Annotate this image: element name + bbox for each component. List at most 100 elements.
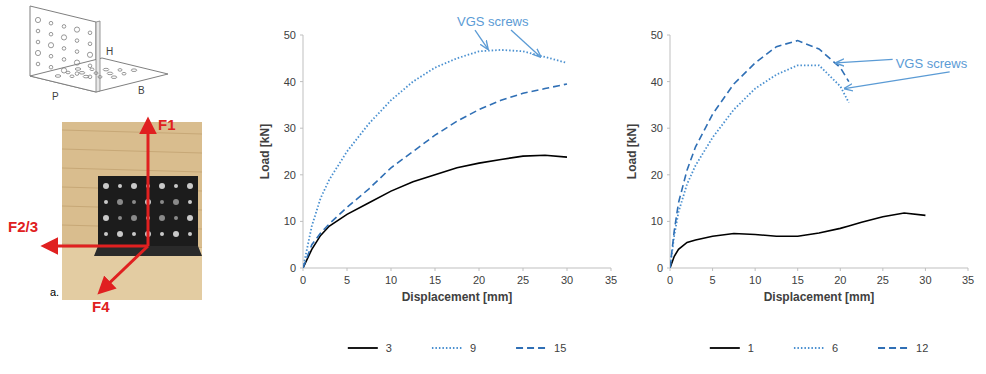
hole [62,25,66,29]
x-tick [755,268,756,271]
y-tick-label: 0 [657,262,663,274]
screw [160,200,164,204]
x-axis [303,268,611,269]
force-arrow [100,246,148,292]
screw [188,232,192,236]
x-tick [567,268,568,271]
hole [70,75,74,78]
y-tick [300,128,303,129]
x-tick [435,268,436,271]
hole [75,50,79,54]
series-line [670,41,849,268]
force-arrow [44,245,148,248]
series-line [303,84,567,268]
y-tick-label: 50 [651,29,663,41]
y-tick-label: 10 [284,215,296,227]
dimension-label: H [106,46,113,57]
chart: 0510152025303501020304050Displacement [m… [258,14,617,354]
legend-swatch [516,347,546,349]
legend-label: 15 [554,342,566,354]
hole [118,69,122,72]
chart: 0510152025303501020304050Displacement [m… [625,29,974,354]
hole [90,68,94,71]
legend-swatch [710,347,740,349]
legend-label: 9 [470,342,476,354]
x-tick-label: 5 [344,274,350,286]
force-arrow [147,120,150,246]
x-tick-label: 0 [300,274,306,286]
x-tick-label: 25 [517,274,529,286]
y-tick-label: 30 [651,122,663,134]
hole [103,68,109,71]
x-tick [391,268,392,271]
annotation: VGS screws [457,14,529,29]
y-tick [667,268,670,269]
screw [118,184,122,188]
x-tick [882,268,883,271]
y-tick [300,221,303,222]
wood [62,122,202,300]
x-tick [479,268,480,271]
y-axis-title: Load [kN] [258,124,272,179]
screw [103,183,109,189]
x-tick [611,268,612,271]
y-tick-label: 40 [284,76,296,88]
y-tick [300,174,303,175]
hole [55,75,61,78]
screw [117,199,123,205]
x-tick [968,268,969,271]
hole [75,72,79,76]
hole [122,72,126,75]
y-tick [667,35,670,36]
screw [174,184,178,188]
hole [49,32,53,36]
bracket-schematic: HPB [30,6,168,102]
annotation-arrow [836,59,893,63]
force-label: F1 [158,116,176,133]
y-tick-label: 40 [651,76,663,88]
annotation: VGS screws [896,56,968,71]
hole [75,68,81,71]
hole [94,72,98,75]
legend: 1612 [710,342,929,354]
hole [74,27,79,32]
screw [187,215,193,221]
x-axis-title: Displacement [mm] [402,290,513,304]
y-tick [300,35,303,36]
screw [160,232,164,236]
screw [104,232,108,236]
screw [132,232,136,236]
x-tick-label: 10 [749,274,761,286]
screw [104,200,108,204]
x-tick [925,268,926,271]
hole [62,47,66,51]
wood-grain [62,130,202,134]
y-tick [300,268,303,269]
x-tick-label: 5 [710,274,716,286]
annotation-arrow [845,72,950,89]
screw [103,215,109,221]
x-tick [347,268,348,271]
y-axis [670,35,671,268]
hole [36,40,40,44]
x-tick-label: 20 [473,274,485,286]
legend-label: 12 [916,342,928,354]
hole [79,72,85,75]
legend-label: 3 [386,342,392,354]
y-tick-label: 30 [284,122,296,134]
hole [35,17,40,22]
y-tick [667,221,670,222]
screw [132,200,136,204]
y-axis [303,35,304,268]
hole [88,64,92,68]
x-tick-label: 30 [561,274,573,286]
hole [48,43,53,48]
hole [75,39,79,43]
legend-label: 1 [748,342,754,354]
hole [98,76,102,79]
hole [131,69,137,72]
series-group [670,41,925,268]
x-tick-label: 35 [962,274,974,286]
screw [173,199,179,205]
screw [117,231,123,237]
